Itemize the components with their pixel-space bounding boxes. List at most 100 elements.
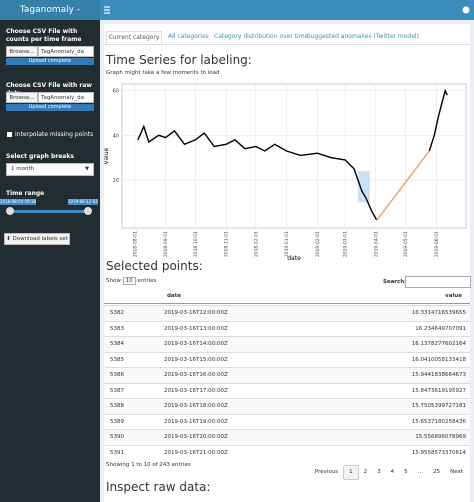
table-row: 5389 2019-03-16T19:00:00Z 15.6537180258436: [104, 413, 470, 430]
navbar-icons: [104, 6, 470, 14]
x-tick-label: 2018-11-01: [224, 231, 230, 257]
row-date: 2019-03-16T16:00:00Z: [164, 372, 228, 378]
table-row: 5383 2019-03-16T13:00:00Z 16.234649707091: [104, 320, 470, 337]
select-box[interactable]: 1 month ▼: [6, 163, 94, 176]
length-select[interactable]: 10: [122, 277, 136, 285]
x-tick-label: 2018-12-01: [253, 231, 259, 257]
x-tick-label: 2018-08-01: [132, 231, 138, 257]
x-tick-label: 2019-05-01: [403, 231, 409, 257]
checkbox[interactable]: [7, 132, 12, 137]
upload-status: Upload complete: [6, 104, 94, 111]
tab[interactable]: Category distribution over time: [214, 33, 309, 40]
download-button[interactable]: ⬇ Download labels set: [4, 233, 70, 245]
row-index: 5386: [110, 372, 124, 378]
file-label: Choose CSV File with counts per time fra…: [6, 28, 82, 43]
length-text: Show: [106, 278, 121, 284]
section-title: Time Series for labeling:: [106, 53, 252, 67]
row-index: 5383: [110, 325, 124, 332]
menu-toggle[interactable]: [104, 6, 110, 14]
row-date: 2019-03-16T18:00:00Z: [164, 403, 228, 409]
x-tick-label: 2018-10-01: [193, 231, 199, 257]
table-row: 5388 2019-03-16T18:00:00Z 15.7505399727181: [104, 398, 470, 414]
row-date: 2019-03-16T13:00:00Z: [164, 325, 228, 332]
row-value: 15.9558573370614: [411, 449, 466, 456]
page-button[interactable]: …: [417, 469, 424, 475]
column-header[interactable]: date: [167, 293, 182, 299]
column-header[interactable]: value: [445, 293, 462, 299]
table-row: 5386 2019-03-16T16:00:00Z 15.9441838664673: [104, 367, 470, 383]
page-button[interactable]: 2: [363, 469, 368, 475]
tab[interactable]: Current category: [106, 31, 162, 44]
slider-handle[interactable]: [84, 207, 92, 215]
slider-handle[interactable]: [6, 207, 14, 215]
pagination: Previous 1 2 3 4 5 … 25 Next: [310, 458, 468, 480]
x-axis-label: date: [287, 255, 301, 262]
table-row: 5385 2019-03-16T15:00:00Z 16.0410058133418: [104, 351, 470, 368]
slider-to: 2019-06-12 03:0: [68, 199, 98, 205]
x-tick-label: 2019-03-01: [343, 231, 349, 257]
table-row: 5384 2019-03-16T14:00:00Z 16.1378277602164: [104, 336, 470, 352]
slider-track: [10, 210, 88, 213]
table: date value 5382 2019-03-16T12:00:00Z 16.3314…: [104, 290, 470, 461]
tab[interactable]: All categories: [168, 33, 209, 40]
row-date: 2019-03-16T19:00:00Z: [164, 418, 228, 425]
slider-from: 2018-08-04 09:38:09: [0, 199, 36, 205]
page-button[interactable]: 25: [433, 469, 441, 475]
slider-label: Time range: [6, 190, 45, 197]
row-index: 5389: [110, 418, 124, 425]
x-tick-label: 2019-04-01: [373, 231, 379, 257]
section-title: Selected points:: [106, 259, 203, 273]
tab-rule: [104, 44, 470, 45]
row-value: 16.3314716539655: [411, 310, 466, 316]
y-tick-label: 40: [113, 133, 119, 139]
table-info: Showing 1 to 10 of 243 entries: [106, 462, 191, 468]
checkbox-label: Interpolate missing points: [15, 131, 94, 138]
x-tick-label: 2019-01-01: [284, 231, 290, 257]
row-value: 16.1378277602164: [411, 341, 466, 347]
app-title: Taganomaly -: [0, 0, 100, 20]
x-tick-label: 2019-06-01: [434, 231, 440, 257]
row-index: 5388: [110, 403, 124, 409]
file-name: TagAnomaly_da: [38, 46, 94, 57]
x-tick-label: 2018-09-01: [163, 231, 169, 257]
navbar: [100, 0, 474, 20]
page-button[interactable]: 1: [343, 465, 359, 480]
row-index: 5385: [110, 356, 124, 363]
caret: ▼: [85, 166, 89, 172]
row-value: 15.8473619195927: [411, 387, 466, 394]
row-date: 2019-03-16T14:00:00Z: [164, 341, 228, 347]
row-date: 2019-03-16T20:00:00Z: [164, 434, 228, 440]
y-tick-label: 20: [113, 178, 119, 184]
page-button[interactable]: 3: [377, 469, 381, 475]
browse-button[interactable]: Browse...: [6, 46, 38, 57]
series-line: [137, 88, 448, 221]
page-button[interactable]: 4: [390, 469, 395, 475]
row-index: 5384: [110, 341, 124, 347]
plot-panel: [121, 83, 467, 229]
y-axis-label: value: [104, 147, 110, 164]
browse-button[interactable]: Browse...: [6, 92, 38, 103]
download-label: Download labels set: [12, 236, 68, 242]
table-row: 5387 2019-03-16T17:00:00Z 15.8473619195927: [104, 382, 470, 399]
table-row: 5390 2019-03-16T20:00:00Z 15.556896078969: [104, 429, 470, 445]
selection: [357, 171, 370, 203]
row-value: 15.6537180258436: [411, 418, 466, 425]
x-tick-label: 2019-02-01: [315, 231, 321, 257]
page-button[interactable]: 5: [404, 469, 408, 475]
search-input[interactable]: [405, 276, 471, 288]
page-button[interactable]: Next: [450, 469, 463, 475]
table-header: date value: [104, 290, 470, 304]
row-date: 2019-03-16T21:00:00Z: [164, 449, 228, 456]
table-row: 5391 2019-03-16T21:00:00Z 15.9558573370614: [104, 444, 470, 461]
y-tick-label: 60: [113, 89, 119, 95]
select-value: 1 month: [11, 166, 35, 172]
tab[interactable]: Suggested anomalies (Twitter model): [307, 33, 419, 40]
settings-icon[interactable]: [462, 6, 470, 14]
page-button[interactable]: Previous: [314, 469, 339, 475]
row-index: 5387: [110, 387, 124, 394]
row-value: 15.9441838664673: [411, 372, 466, 378]
length-text: entries: [137, 278, 157, 284]
row-value: 15.7505399727181: [411, 403, 466, 409]
row-value: 16.234649707091: [415, 325, 466, 332]
